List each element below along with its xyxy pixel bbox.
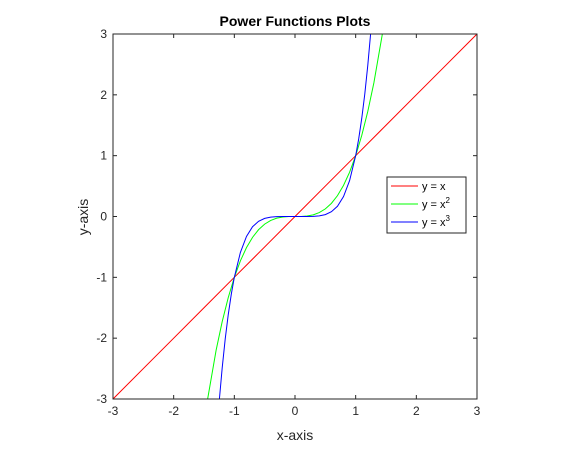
y-tick-label-0: -3	[96, 392, 107, 406]
series-layer	[112, 33, 478, 400]
x-tick-label-4: 1	[352, 404, 359, 418]
x-tick-label-1: -2	[168, 404, 179, 418]
series-line-3	[218, 33, 372, 400]
legend-label-2: y = x2	[422, 196, 451, 211]
y-tick-label-5: 2	[100, 88, 107, 102]
x-tick-label-6: 3	[474, 404, 481, 418]
chart-title: Power Functions Plots	[220, 13, 371, 29]
ticks-layer: -3 -2 -1 0 1 2 3 -3 -2 -1 0 1 2 3	[96, 27, 480, 418]
y-tick-label-2: -1	[96, 270, 107, 284]
x-tick-label-2: -1	[229, 404, 240, 418]
legend-label-1: y = x	[422, 181, 446, 193]
x-axis-label: x-axis	[277, 427, 314, 443]
x-tick-label-5: 2	[413, 404, 420, 418]
y-tick-label-6: 3	[100, 27, 107, 41]
x-tick-label-3: 0	[292, 404, 299, 418]
y-axis-label: y-axis	[75, 199, 91, 236]
y-tick-label-1: -2	[96, 331, 107, 345]
legend: y = x y = x2 y = x3	[386, 176, 467, 234]
legend-label-3: y = x3	[422, 214, 451, 229]
x-tick-label-0: -3	[108, 404, 119, 418]
y-tick-label-3: 0	[100, 210, 107, 224]
y-tick-label-4: 1	[100, 149, 107, 163]
